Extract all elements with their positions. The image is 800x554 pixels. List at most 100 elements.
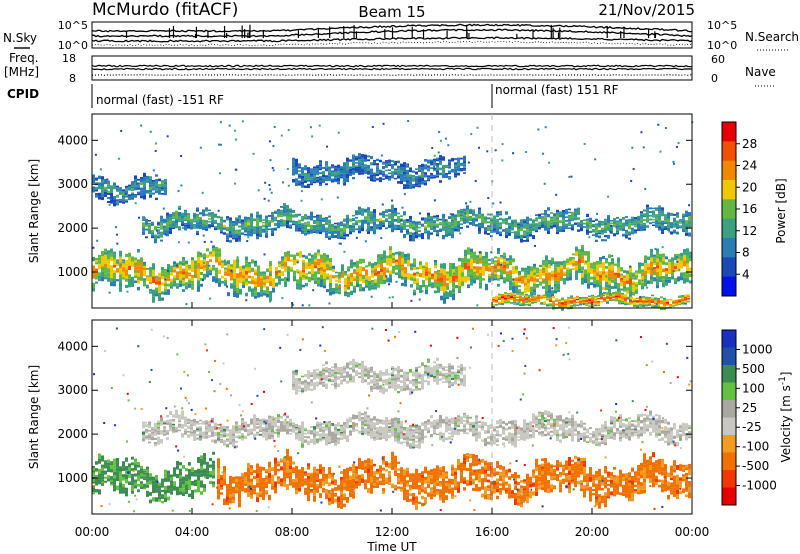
power-cell <box>479 266 482 270</box>
power-cell <box>605 284 608 288</box>
power-cell <box>386 258 389 261</box>
velocity-cell <box>253 485 256 489</box>
power-cell <box>164 269 167 272</box>
power-scatter-point <box>269 300 272 303</box>
power-cell <box>149 276 152 280</box>
power-cell <box>413 292 416 296</box>
power-scatter-point <box>675 145 678 148</box>
power-cell <box>334 229 337 232</box>
power-cell <box>232 226 235 228</box>
power-cell <box>526 229 529 232</box>
power-cell <box>430 223 433 226</box>
power-cell <box>206 264 209 268</box>
power-cell <box>631 232 634 235</box>
power-cell <box>353 269 356 272</box>
power-cell <box>424 225 427 228</box>
power-cell <box>606 293 609 295</box>
power-cell <box>505 217 508 222</box>
power-cell <box>239 271 242 278</box>
power-cell <box>568 221 571 223</box>
power-cell <box>199 221 202 225</box>
power-cell <box>406 219 409 222</box>
velocity-cell <box>256 473 259 478</box>
power-cell <box>104 186 107 190</box>
power-cell <box>621 294 624 297</box>
power-cell <box>531 298 534 300</box>
velocity-cell <box>203 456 206 461</box>
power-cell <box>161 291 164 295</box>
power-cell <box>353 262 356 265</box>
power-cell <box>541 222 544 224</box>
power-cell <box>625 236 628 239</box>
power-cell <box>454 170 457 174</box>
power-cell <box>678 303 681 306</box>
velocity-cell <box>340 505 343 509</box>
power-cell <box>146 279 149 281</box>
power-cell <box>662 257 665 262</box>
power-cell <box>678 296 681 298</box>
power-cell <box>310 183 313 186</box>
power-cell <box>574 210 577 214</box>
power-cell <box>436 164 439 167</box>
power-scatter-point <box>512 278 515 281</box>
power-cell <box>634 219 637 222</box>
power-cell <box>437 287 440 290</box>
power-cell <box>395 259 398 263</box>
power-cell <box>202 223 205 227</box>
freq-unit: [MHz] <box>4 65 39 79</box>
power-cell <box>519 298 522 301</box>
power-cell <box>467 269 470 274</box>
power-cell <box>498 293 501 296</box>
power-cell <box>236 292 239 298</box>
power-cell <box>614 272 617 275</box>
power-cell <box>383 275 386 280</box>
power-cell <box>142 233 145 235</box>
power-cell <box>331 164 334 167</box>
power-cell <box>479 260 482 264</box>
power-cell <box>298 180 301 183</box>
power-scatter-point <box>105 189 108 192</box>
power-cell <box>553 213 556 217</box>
power-cell <box>523 219 526 222</box>
power-cell <box>193 214 196 217</box>
power-cell <box>635 289 638 292</box>
power-cell <box>556 229 559 232</box>
velocity-cell <box>212 475 215 479</box>
power-cell <box>504 301 507 304</box>
power-cell <box>457 160 460 162</box>
power-scatter-point <box>219 143 222 146</box>
power-cell <box>609 296 612 299</box>
power-cell <box>265 225 268 228</box>
power-cell <box>598 230 601 232</box>
power-cell <box>158 192 161 195</box>
power-cell <box>413 278 416 282</box>
power-cell <box>473 257 476 261</box>
velocity-cell <box>167 496 170 501</box>
power-cell <box>422 284 425 288</box>
power-cell <box>122 263 125 266</box>
power-cell <box>157 222 160 225</box>
power-cell <box>439 162 442 166</box>
power-cell <box>119 189 122 192</box>
power-cell <box>643 215 646 218</box>
power-cell <box>632 293 635 296</box>
velocity-cell <box>200 491 203 495</box>
power-cell <box>549 298 552 301</box>
power-cell <box>415 224 418 229</box>
power-cell <box>331 178 334 181</box>
power-cell <box>149 176 152 179</box>
power-cell <box>511 227 514 230</box>
power-cell <box>239 288 242 295</box>
power-cell <box>512 258 515 263</box>
power-cell <box>469 210 472 212</box>
power-cell <box>152 184 155 187</box>
power-cell <box>550 227 553 229</box>
power-scatter-point <box>237 260 240 263</box>
power-cell <box>248 280 251 284</box>
power-cell <box>406 224 409 227</box>
power-scatter-point <box>311 135 314 138</box>
power-cell <box>313 231 316 233</box>
velocity-cell <box>107 468 110 473</box>
velocity-cell <box>101 455 104 459</box>
power-cell <box>521 279 524 284</box>
